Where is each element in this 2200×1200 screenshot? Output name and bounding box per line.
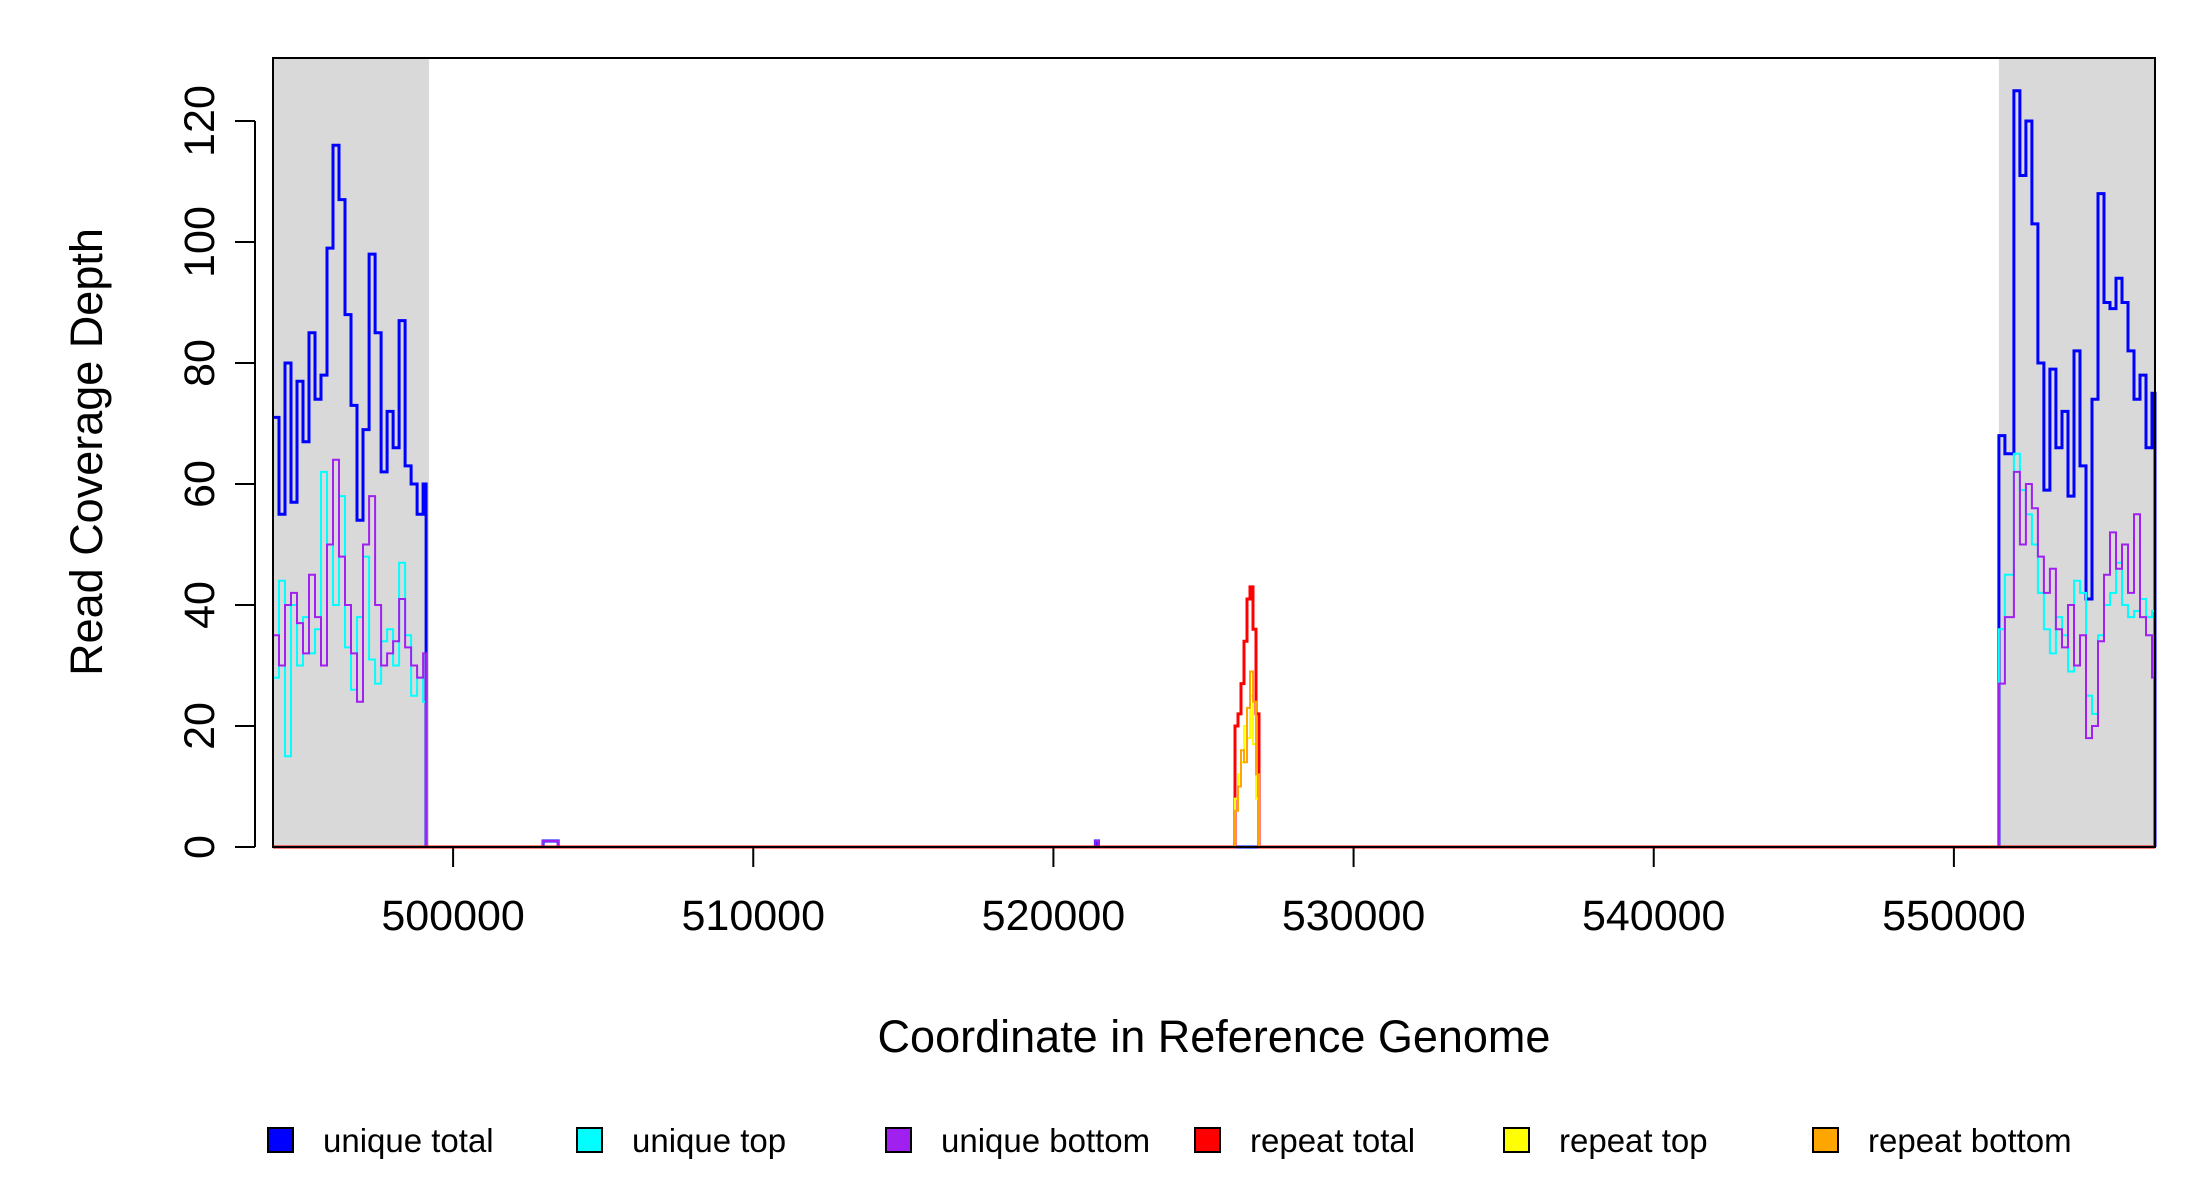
series-line-repeat-top	[273, 694, 2155, 848]
x-axis-title: Coordinate in Reference Genome	[878, 1011, 1551, 1062]
x-axis: 500000 510000 520000 530000 540000 550000	[381, 846, 2026, 940]
y-axis-title: Read Coverage Depth	[61, 228, 112, 676]
y-tick-label: 20	[176, 702, 224, 750]
x-tick-label: 520000	[982, 892, 1126, 940]
legend-swatch-unique-bottom	[885, 1127, 912, 1153]
legend-label-repeat-bottom: repeat bottom	[1868, 1122, 2072, 1159]
legend-swatch-unique-total	[267, 1127, 294, 1153]
y-tick-label: 100	[176, 206, 224, 278]
shaded-region-2	[1998, 58, 2155, 847]
legend: unique total unique top unique bottom repea…	[267, 1122, 2072, 1159]
legend-label-unique-top: unique top	[632, 1122, 786, 1159]
series-line-unique-bottom	[273, 458, 2156, 848]
shaded-regions	[273, 58, 2155, 847]
y-tick-label: 80	[176, 339, 224, 387]
x-tick-label: 530000	[1282, 892, 1426, 940]
y-tick-label: 0	[176, 835, 224, 859]
x-tick-label: 500000	[381, 892, 525, 940]
legend-swatch-unique-top	[576, 1127, 603, 1153]
series-line-unique-top	[273, 452, 2156, 848]
legend-swatch-repeat-bottom	[1812, 1127, 1839, 1153]
legend-label-unique-total: unique total	[323, 1122, 494, 1159]
legend-label-repeat-total: repeat total	[1250, 1122, 1415, 1159]
x-tick-label: 540000	[1582, 892, 1726, 940]
y-tick-label: 40	[176, 581, 224, 629]
y-axis: 0 20 40 60 80 100 120	[176, 85, 256, 859]
series-line-unique-total	[273, 89, 2157, 849]
legend-swatch-repeat-total	[1194, 1127, 1221, 1153]
legend-label-unique-bottom: unique bottom	[941, 1122, 1150, 1159]
series-lines	[273, 89, 2157, 849]
series-line-repeat-bottom	[273, 670, 2155, 848]
legend-label-repeat-top: repeat top	[1559, 1122, 1708, 1159]
series-line-repeat-total	[273, 585, 2155, 849]
x-tick-label: 510000	[682, 892, 826, 940]
plot-frame	[272, 57, 2156, 848]
y-tick-label: 120	[176, 85, 224, 157]
shaded-region-1	[273, 58, 430, 847]
y-tick-label: 60	[176, 460, 224, 508]
legend-swatch-repeat-top	[1503, 1127, 1530, 1153]
x-tick-label: 550000	[1882, 892, 2026, 940]
